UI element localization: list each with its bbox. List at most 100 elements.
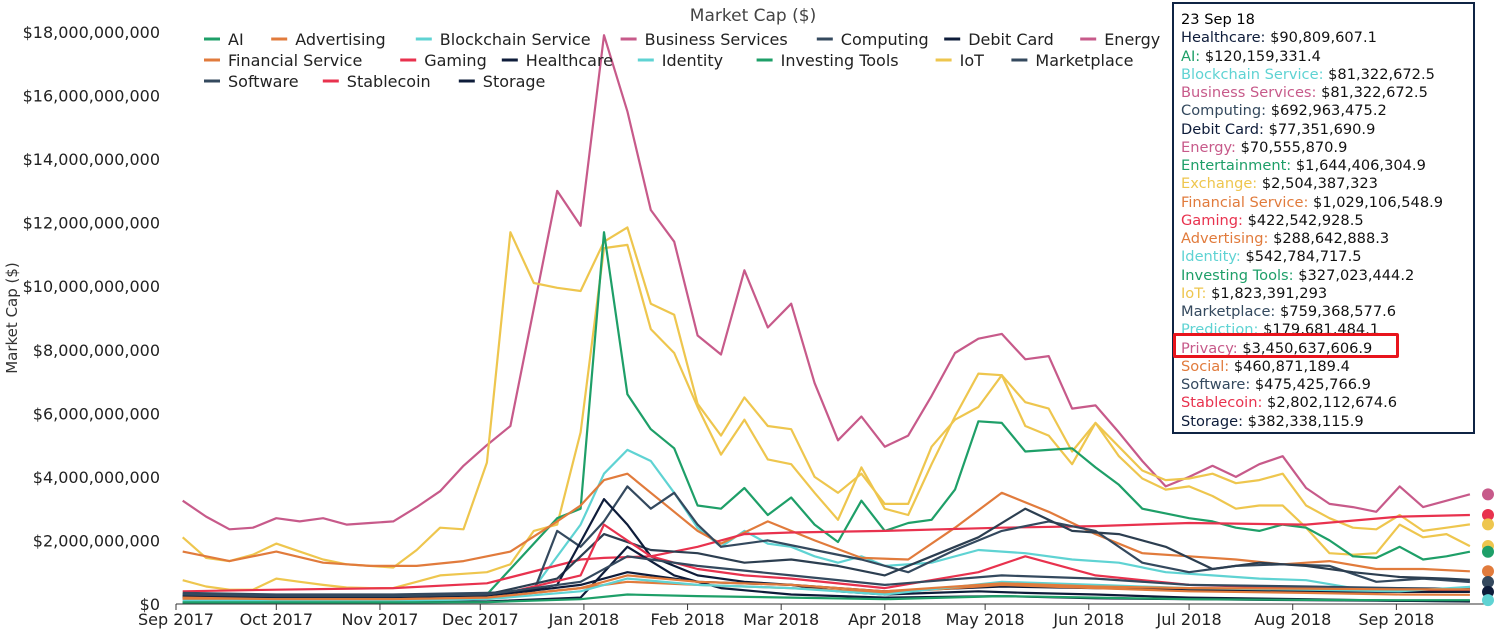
legend-item[interactable]: AI <box>204 30 244 49</box>
x-tick-label: Oct 2017 <box>240 610 313 629</box>
series-line-ai <box>182 593 1470 604</box>
tooltip-row-label: Privacy: <box>1181 339 1243 357</box>
x-axis: Sep 2017 Oct 2017 Nov 2017 Dec 2017 Jan 2018… <box>138 604 1434 629</box>
legend-item[interactable]: Marketplace <box>1011 51 1133 70</box>
tooltip-row-value: $120,159,331.4 <box>1204 47 1321 65</box>
x-tick-label: Jun 2018 <box>1052 610 1124 629</box>
tooltip-row-label: Business Services: <box>1181 84 1322 101</box>
y-tick-label: $4,000,000,000 <box>33 468 160 487</box>
legend-label: IoT <box>960 51 985 70</box>
legend-item[interactable]: Storage <box>458 72 546 91</box>
tooltip-row-label: Marketplace: <box>1181 303 1280 320</box>
tooltip-row-label: Investing Tools: <box>1181 266 1299 284</box>
end-markers <box>1482 488 1494 607</box>
legend-item[interactable]: Stablecoin <box>322 72 431 91</box>
tooltip-row-value: $3,450,637,606.9 <box>1242 339 1373 357</box>
tooltip-row-label: Energy: <box>1181 138 1241 156</box>
legend: AI Advertising Blockchain Service Business … <box>204 30 1160 91</box>
tooltip-row: Social: $460,871,189.4 <box>1181 358 1473 376</box>
x-tick-label: Dec 2017 <box>442 610 519 629</box>
tooltip-row-label: Gaming: <box>1181 211 1248 229</box>
series-line-investing-tools <box>182 231 1471 598</box>
series-end-marker[interactable] <box>1482 488 1494 501</box>
y-tick-label: $10,000,000,000 <box>23 277 160 296</box>
series-end-marker[interactable] <box>1482 508 1494 521</box>
x-tick-label: Nov 2017 <box>341 610 418 629</box>
legend-label: Financial Service <box>228 51 362 70</box>
x-tick-label: Mar 2018 <box>743 610 819 629</box>
series-end-marker[interactable] <box>1482 545 1494 558</box>
legend-item[interactable]: Financial Service <box>204 51 362 70</box>
tooltip-row-value: $81,322,672.5 <box>1321 84 1428 101</box>
legend-item[interactable]: Blockchain Service <box>415 30 591 49</box>
legend-item[interactable]: IoT <box>935 51 985 70</box>
y-axis-title: Market Cap ($) <box>3 262 21 374</box>
series-line-marketplace <box>182 507 1470 598</box>
tooltip-row: Marketplace: $759,368,577.6 <box>1181 303 1473 321</box>
tooltip-row: Computing: $692,963,475.2 <box>1181 102 1473 120</box>
legend-item[interactable]: Debit Card <box>944 30 1054 49</box>
tooltip-row-label: Advertising: <box>1181 230 1274 247</box>
legend-item[interactable]: Computing <box>816 30 929 49</box>
tooltip-rows: Healthcare: $90,809,607.1 AI: $120,159,33… <box>1181 29 1473 431</box>
legend-label: Marketplace <box>1035 51 1133 70</box>
series-end-marker[interactable] <box>1482 575 1494 588</box>
series-line-social <box>182 574 1470 601</box>
series-end-marker[interactable] <box>1482 565 1494 578</box>
tooltip-row: Gaming: $422,542,928.5 <box>1181 212 1473 230</box>
tooltip-row-value: $542,784,717.5 <box>1245 248 1362 266</box>
tooltip-row-value: $382,338,115.9 <box>1247 412 1364 430</box>
tooltip-row: Stablecoin: $2,802,112,674.6 <box>1181 394 1473 412</box>
tooltip-row-label: Software: <box>1181 376 1255 393</box>
tooltip-row-label: Storage: <box>1181 412 1248 430</box>
tooltip-row-value: $1,644,406,304.9 <box>1295 157 1426 174</box>
legend-item[interactable]: Business Services <box>620 30 788 49</box>
tooltip-row-value: $2,802,112,674.6 <box>1267 394 1398 412</box>
y-tick-label: $0 <box>140 595 160 614</box>
legend-item[interactable]: Advertising <box>271 30 386 49</box>
series-end-marker[interactable] <box>1482 585 1494 598</box>
tooltip-row-label: Social: <box>1181 357 1234 375</box>
hover-tooltip: 23 Sep 18 Healthcare: $90,809,607.1 AI: $… <box>1172 2 1475 434</box>
tooltip-row: Investing Tools: $327,023,444.2 <box>1181 267 1473 285</box>
legend-label: Investing Tools <box>781 51 899 70</box>
y-tick-label: $16,000,000,000 <box>23 87 160 106</box>
tooltip-row-value: $460,871,189.4 <box>1233 357 1350 375</box>
series-end-marker[interactable] <box>1482 518 1494 531</box>
tooltip-row: Privacy: $3,450,637,606.9 <box>1181 340 1473 358</box>
legend-label: Software <box>228 72 299 91</box>
tooltip-row: Identity: $542,784,717.5 <box>1181 248 1473 266</box>
y-tick-label: $2,000,000,000 <box>33 531 160 550</box>
legend-item[interactable]: Investing Tools <box>756 51 899 70</box>
tooltip-row-label: Exchange: <box>1181 175 1262 193</box>
legend-item[interactable]: Software <box>204 72 299 91</box>
series-line-blockchain-service <box>182 448 1471 599</box>
tooltip-row-value: $327,023,444.2 <box>1298 266 1415 284</box>
legend-item[interactable]: Energy <box>1080 30 1160 49</box>
legend-item[interactable]: Gaming <box>400 51 487 70</box>
tooltip-row-label: Blockchain Service: <box>1181 65 1329 83</box>
tooltip-row: Software: $475,425,766.9 <box>1181 376 1473 394</box>
tooltip-row: Business Services: $81,322,672.5 <box>1181 84 1473 102</box>
tooltip-row: Advertising: $288,642,888.3 <box>1181 230 1473 248</box>
tooltip-row: Energy: $70,555,870.9 <box>1181 139 1473 157</box>
tooltip-row: Debit Card: $77,351,690.9 <box>1181 121 1473 139</box>
tooltip-row-value: $1,823,391,293 <box>1211 284 1328 302</box>
legend-item[interactable]: Identity <box>637 51 723 70</box>
legend-label: Computing <box>841 30 929 49</box>
tooltip-row-value: $475,425,766.9 <box>1254 376 1371 393</box>
tooltip-row-value: $81,322,672.5 <box>1328 65 1435 83</box>
tooltip-row: Exchange: $2,504,387,323 <box>1181 175 1473 193</box>
x-tick-label: Apr 2018 <box>848 610 921 629</box>
series-line-financial-service <box>182 472 1470 573</box>
legend-label: AI <box>228 30 244 49</box>
tooltip-row-label: Entertainment: <box>1181 157 1296 174</box>
legend-item[interactable]: Healthcare <box>501 51 613 70</box>
tooltip-row-value: $77,351,690.9 <box>1268 120 1376 138</box>
x-tick-label: Sep 2017 <box>138 610 214 629</box>
tooltip-row-label: IoT: <box>1181 284 1212 302</box>
tooltip-highlight-box <box>1173 333 1399 358</box>
tooltip-row: IoT: $1,823,391,293 <box>1181 285 1473 303</box>
x-tick-label: Jan 2018 <box>548 610 619 629</box>
series-end-marker[interactable] <box>1482 594 1494 607</box>
